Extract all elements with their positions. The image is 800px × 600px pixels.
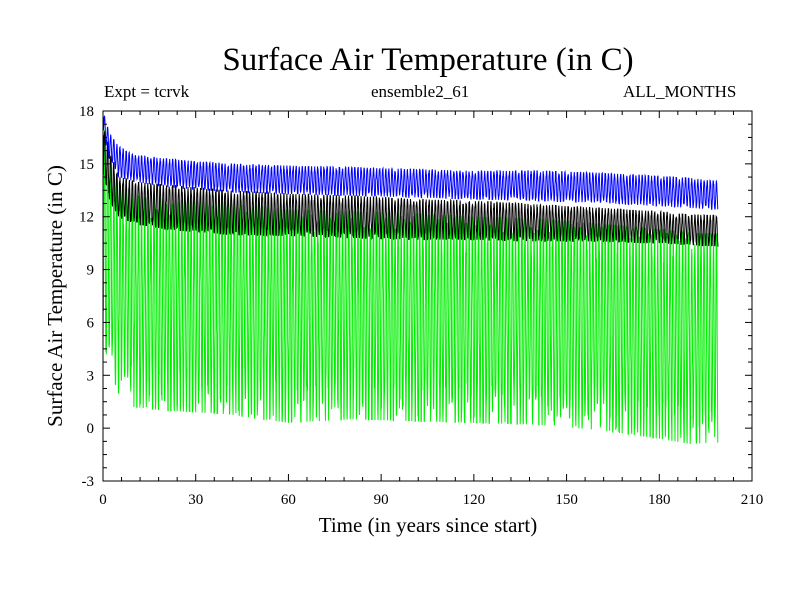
series-line-2	[102, 131, 719, 247]
y-tick-label: 15	[79, 157, 94, 173]
x-tick-label: 60	[281, 492, 296, 508]
months-label: ALL_MONTHS	[623, 82, 737, 101]
y-tick-label: -3	[82, 474, 95, 490]
y-axis-label: Surface Air Temperature (in C)	[43, 165, 67, 427]
series-layer	[102, 115, 719, 445]
y-tick-label: 0	[87, 421, 95, 437]
x-tick-label: 150	[555, 492, 578, 508]
x-axis-label: Time (in years since start)	[319, 513, 538, 537]
series-line-1	[102, 129, 719, 445]
x-tick-label: 90	[374, 492, 389, 508]
y-tick-label: 3	[87, 368, 95, 384]
x-tick-label: 210	[741, 492, 764, 508]
x-tick-label: 120	[463, 492, 486, 508]
ensemble-label: ensemble2_61	[371, 82, 470, 101]
experiment-label: Expt = tcrvk	[104, 82, 190, 101]
y-tick-label: 9	[87, 263, 95, 279]
y-tick-label: 12	[79, 210, 94, 226]
chart-title: Surface Air Temperature (in C)	[222, 42, 634, 78]
x-tick-label: 0	[99, 492, 107, 508]
y-tick-label: 6	[87, 315, 95, 331]
series-line-3	[102, 115, 719, 210]
y-tick-label: 18	[79, 104, 94, 120]
x-tick-label: 30	[188, 492, 203, 508]
x-tick-label: 180	[648, 492, 671, 508]
